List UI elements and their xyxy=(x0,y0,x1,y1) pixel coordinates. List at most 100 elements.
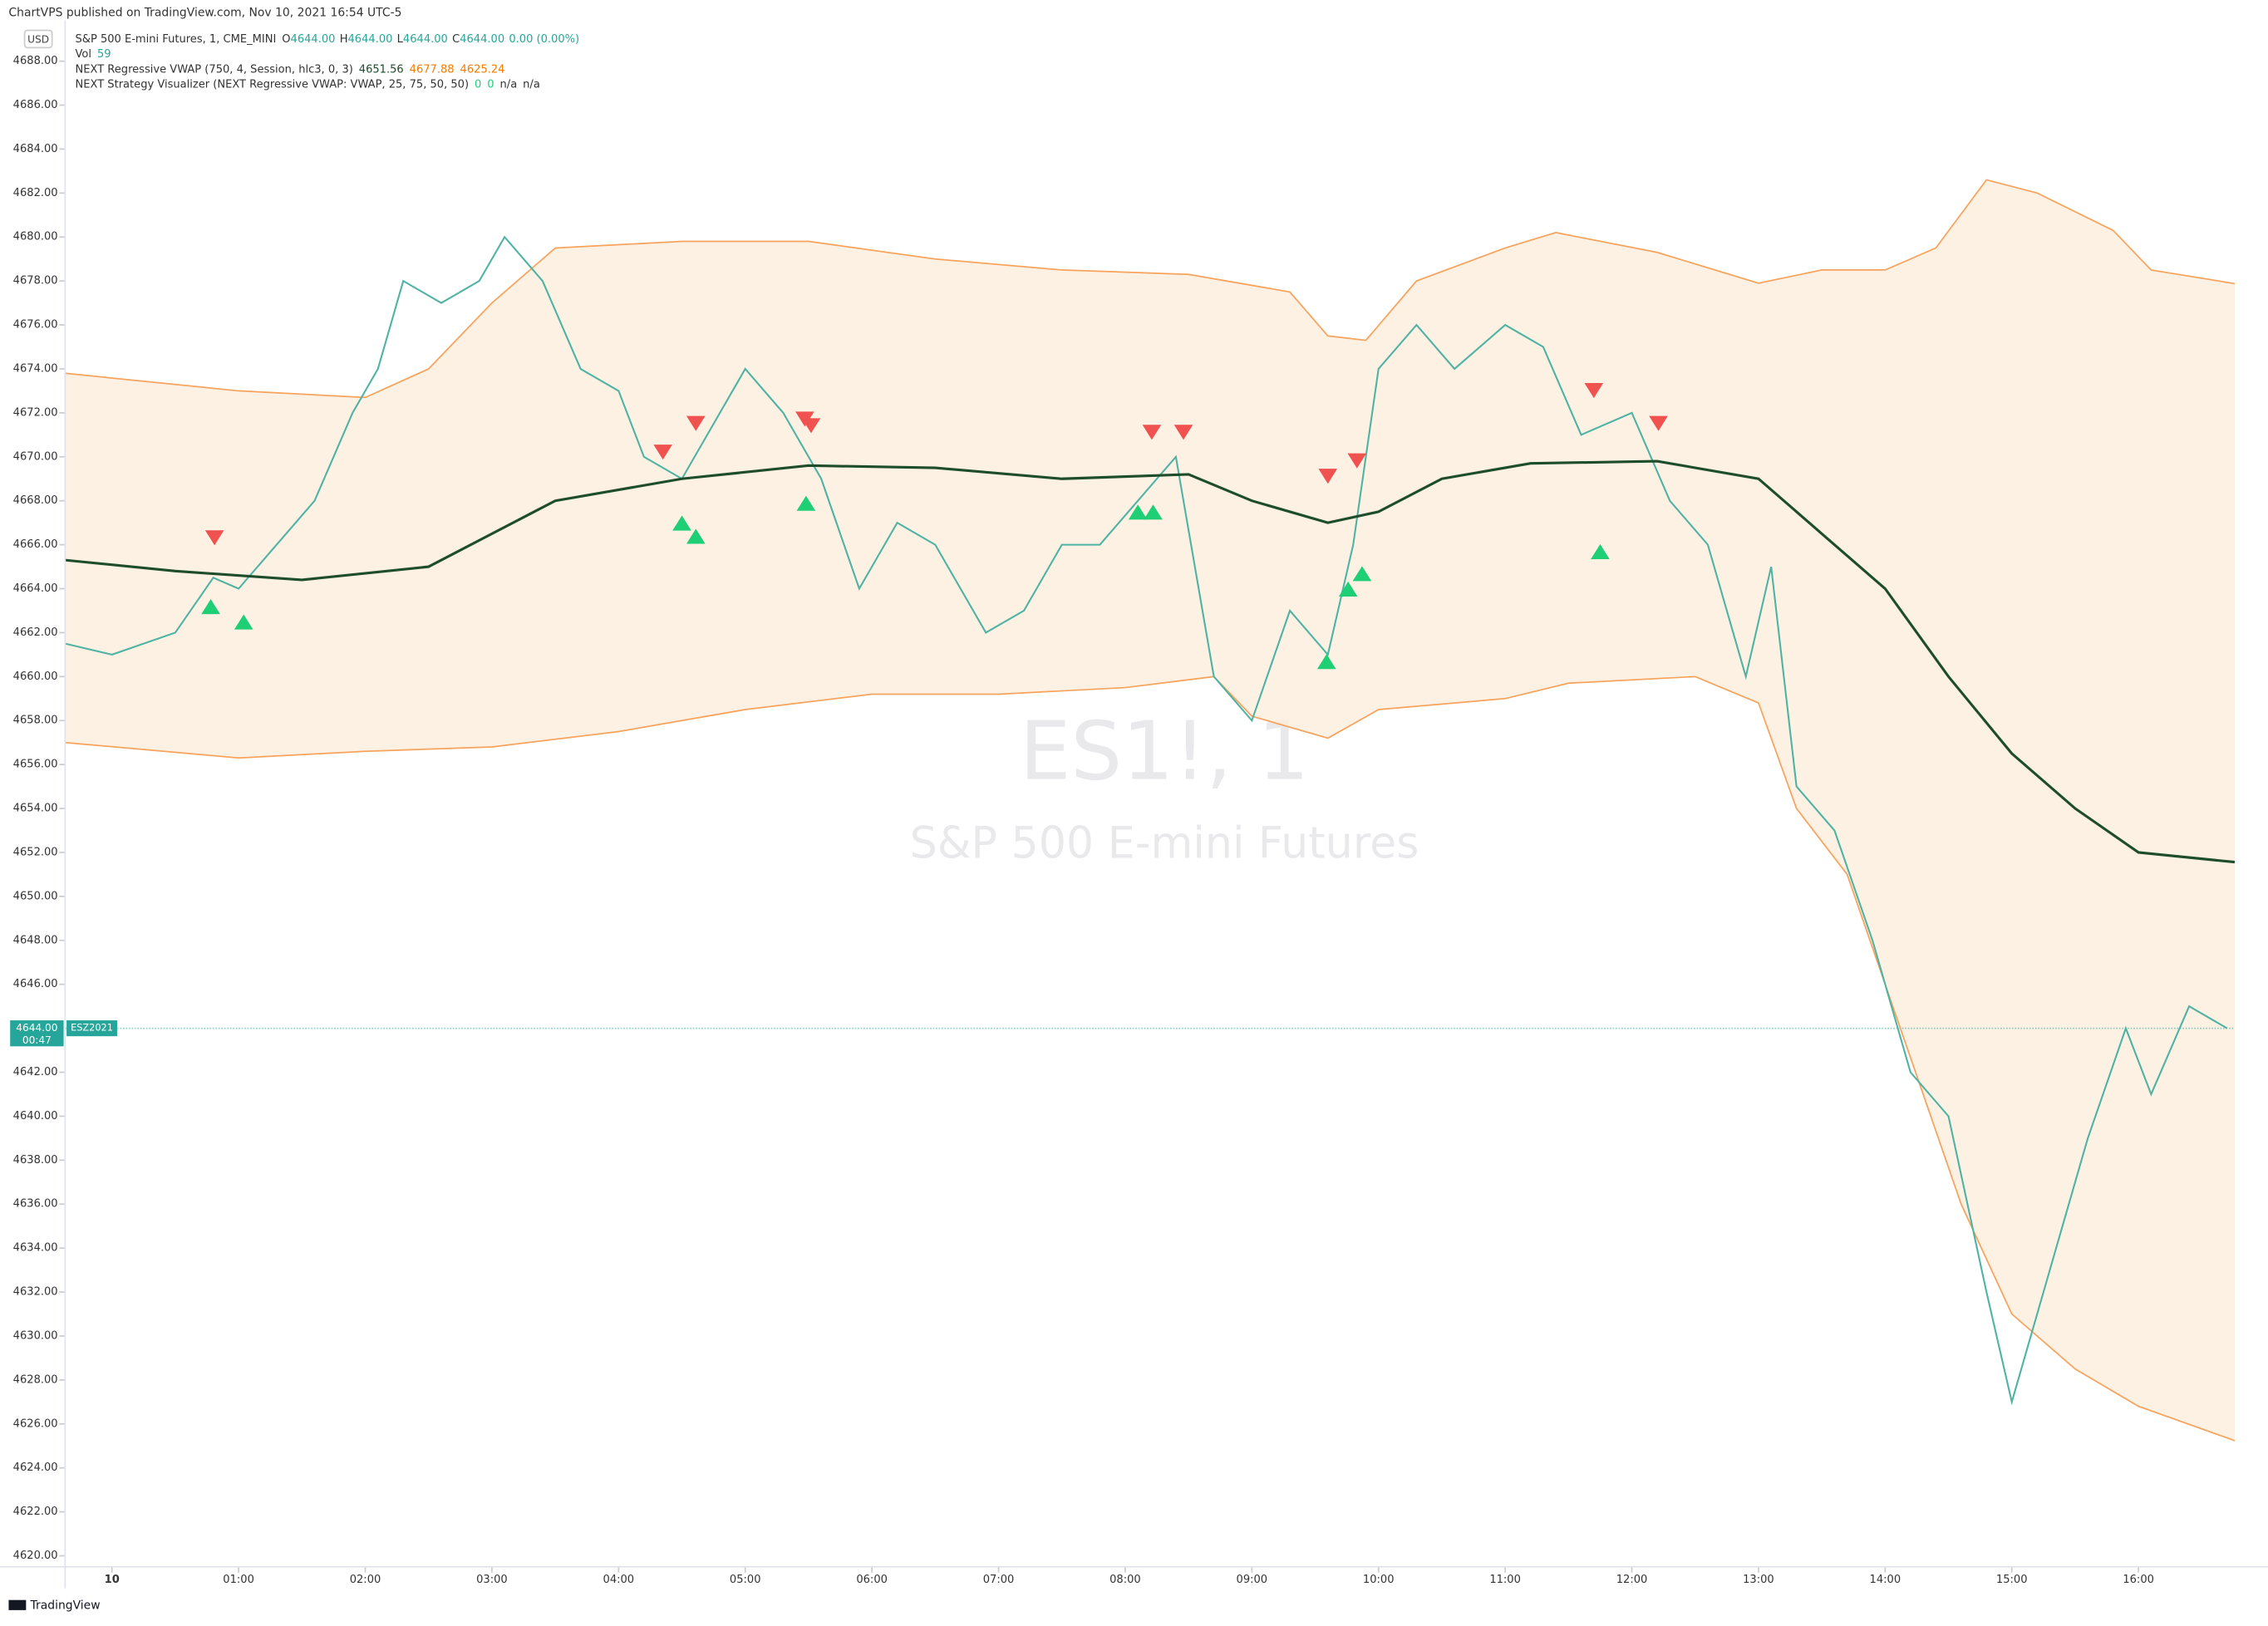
sell-signal xyxy=(801,418,821,434)
x-tick-label: 10:00 xyxy=(1363,1574,1395,1586)
y-tick-label: 4634.00 xyxy=(13,1242,58,1255)
x-tick-label: 11:00 xyxy=(1489,1574,1521,1586)
footer-logo[interactable]: TradingView xyxy=(8,1599,101,1613)
watermark-symbol: ES1!, 1 xyxy=(1020,705,1309,798)
y-tick-label: 4640.00 xyxy=(13,1110,58,1122)
x-tick-label: 02:00 xyxy=(350,1574,381,1586)
strategy-value: 0 xyxy=(475,78,481,91)
ohlc-value: 4644.00 xyxy=(348,32,393,45)
y-tick-label: 4660.00 xyxy=(13,671,58,683)
x-tick-label: 08:00 xyxy=(1109,1574,1141,1586)
buy-signal xyxy=(672,515,691,531)
logo-icon[interactable] xyxy=(8,1599,27,1610)
ohlc-prefix: C xyxy=(452,32,460,45)
buy-signal xyxy=(1352,566,1372,582)
last-price-label: 4644.00 xyxy=(16,1022,57,1034)
sell-signal xyxy=(1584,383,1604,399)
change: 0.00 (0.00%) xyxy=(509,32,579,45)
sell-signal xyxy=(204,530,224,546)
vwap-value: 4677.88 xyxy=(410,63,455,76)
series-line xyxy=(65,459,2236,864)
y-tick-label: 4652.00 xyxy=(13,846,58,858)
ohlc-value: 4644.00 xyxy=(291,32,336,45)
x-tick-label: 10 xyxy=(105,1574,120,1586)
y-tick-label: 4620.00 xyxy=(13,1550,58,1562)
sell-signal xyxy=(1318,469,1338,484)
sell-signal xyxy=(1173,425,1193,440)
x-tick-label: 09:00 xyxy=(1237,1574,1268,1586)
sell-signal xyxy=(1142,425,1162,440)
x-tick-label: 04:00 xyxy=(603,1574,635,1586)
x-tick-label: 07:00 xyxy=(983,1574,1015,1586)
series-line xyxy=(65,179,2236,399)
y-tick-label: 4668.00 xyxy=(13,494,58,507)
ohlc-value: 4644.00 xyxy=(460,32,504,45)
last-price-box xyxy=(10,1020,64,1047)
y-tick-label: 4676.00 xyxy=(13,319,58,332)
buy-signal xyxy=(1338,581,1358,597)
y-tick-label: 4656.00 xyxy=(13,759,58,771)
x-tick-label: 01:00 xyxy=(223,1574,254,1586)
y-tick-label: 4636.00 xyxy=(13,1198,58,1211)
y-tick-label: 4666.00 xyxy=(13,538,58,551)
y-tick-label: 4626.00 xyxy=(13,1417,58,1430)
footer-brand[interactable]: TradingView xyxy=(30,1599,101,1613)
sell-signal xyxy=(1649,415,1668,431)
buy-signal xyxy=(234,614,253,630)
y-tick-label: 4642.00 xyxy=(13,1066,58,1078)
y-tick-label: 4624.00 xyxy=(13,1461,58,1474)
strategy-value: n/a xyxy=(523,78,540,91)
y-tick-label: 4628.00 xyxy=(13,1373,58,1386)
legend-symbol: S&P 500 E-mini Futures, 1, CME_MINI O4644… xyxy=(76,32,580,45)
strategy-name: NEXT Strategy Visualizer (NEXT Regressiv… xyxy=(76,78,470,91)
y-tick-label: 4688.00 xyxy=(13,55,58,67)
buy-signal xyxy=(1316,654,1336,670)
y-tick-label: 4682.00 xyxy=(13,187,58,199)
published-note: ChartVPS published on TradingView.com, N… xyxy=(8,7,401,20)
x-tick-label: 16:00 xyxy=(2123,1574,2154,1586)
ohlc-prefix: O xyxy=(282,32,290,45)
vwap-value: 4651.56 xyxy=(359,63,404,76)
y-tick-label: 4662.00 xyxy=(13,626,58,639)
currency-box[interactable] xyxy=(23,29,53,49)
y-tick-label: 4686.00 xyxy=(13,99,58,111)
series-line xyxy=(65,235,2228,1406)
volume-name: Vol xyxy=(76,48,92,61)
x-tick-label: 06:00 xyxy=(856,1574,888,1586)
y-tick-label: 4646.00 xyxy=(13,978,58,990)
sell-signal xyxy=(1347,453,1367,469)
legend-strategy: NEXT Strategy Visualizer (NEXT Regressiv… xyxy=(76,78,540,91)
buy-signal xyxy=(1591,543,1610,559)
y-tick-label: 4664.00 xyxy=(13,582,58,595)
y-tick-label: 4622.00 xyxy=(13,1506,58,1518)
band-fill xyxy=(65,179,2235,1441)
watermark-description: S&P 500 E-mini Futures xyxy=(910,818,1419,868)
vwap-name: NEXT Regressive VWAP (750, 4, Session, h… xyxy=(76,63,353,76)
symbol: S&P 500 E-mini Futures, 1, CME_MINI xyxy=(76,32,277,45)
x-tick-label: 14:00 xyxy=(1870,1574,1901,1586)
ohlc-prefix: L xyxy=(397,32,404,45)
y-tick-label: 4674.00 xyxy=(13,362,58,375)
vwap-value: 4625.24 xyxy=(460,63,505,76)
x-tick-label: 12:00 xyxy=(1616,1574,1648,1586)
plot-area: ES1!, 1 S&P 500 E-mini Futures 4620.00 4622… xyxy=(10,55,2236,1586)
ohlc-prefix: H xyxy=(340,32,348,45)
currency[interactable]: USD xyxy=(27,33,49,45)
y-tick-label: 4658.00 xyxy=(13,715,58,727)
y-tick-label: 4684.00 xyxy=(13,143,58,155)
series-line xyxy=(65,675,2236,1442)
x-tick-label: 03:00 xyxy=(476,1574,508,1586)
sell-signal xyxy=(686,415,706,431)
y-tick-label: 4680.00 xyxy=(13,231,58,243)
legend: S&P 500 E-mini Futures, 1, CME_MINI O4644… xyxy=(76,32,580,91)
volume-value: 59 xyxy=(97,48,111,61)
y-tick-label: 4650.00 xyxy=(13,890,58,902)
strategy-value: 0 xyxy=(487,78,494,91)
y-tick-label: 4672.00 xyxy=(13,406,58,419)
ohlc-value: 4644.00 xyxy=(403,32,448,45)
legend-vwap: NEXT Regressive VWAP (750, 4, Session, h… xyxy=(76,63,505,76)
y-tick-label: 4678.00 xyxy=(13,275,58,287)
x-tick-label: 15:00 xyxy=(1996,1574,2028,1586)
legend-volume: Vol 59 xyxy=(76,48,111,61)
buy-signal xyxy=(1144,504,1163,520)
